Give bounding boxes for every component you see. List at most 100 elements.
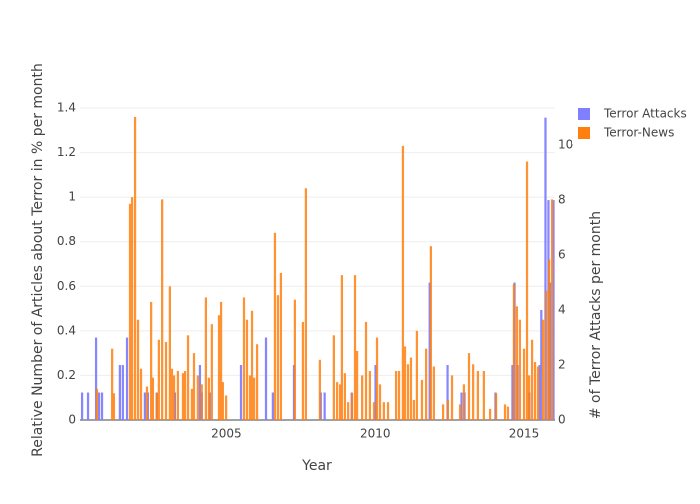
y-tick-label: 1.2 [57,145,76,159]
bar [364,321,368,420]
bar [450,375,454,420]
bar [406,364,410,420]
bar [161,199,164,420]
bar [112,393,116,420]
bar [397,370,401,420]
bar [541,319,545,420]
y2-tick-label: 8 [558,193,566,207]
bar [425,348,428,420]
bar [544,290,548,420]
bar [527,375,531,420]
bar [476,370,480,420]
bar [446,399,449,420]
bar [157,339,160,420]
y2-tick-label: 4 [558,303,566,317]
bar [94,337,98,420]
bar [130,197,134,420]
bar [458,404,462,420]
bar [467,353,471,420]
bar [86,392,90,420]
bar [401,145,405,420]
bar [97,392,101,420]
bar [441,404,445,420]
y-tick-label: 0.8 [57,234,76,248]
bar [271,392,274,420]
bar [533,362,537,420]
bar [547,259,551,420]
bar [219,301,223,420]
bar [350,393,354,420]
bar [252,377,256,420]
bar [210,324,213,420]
bar [273,232,277,420]
bar [80,392,84,420]
y2-tick-label: 6 [558,248,566,262]
bar [168,286,171,420]
bar [207,377,210,420]
y-tick-label: 0.6 [57,279,76,293]
bar [544,117,547,420]
bar [118,365,121,420]
y-axis-title: Relative Number of Articles about Terror… [30,63,46,457]
x-tick-label: 2015 [509,427,540,441]
bar [136,319,140,420]
bar [378,384,382,420]
bar [128,203,132,420]
bar [489,408,492,420]
bar [221,382,224,420]
bar [494,393,498,420]
legend-background [572,102,700,144]
bar [125,337,129,420]
bar [133,116,137,421]
bar [150,301,153,420]
bar [420,379,424,420]
bar [536,366,540,420]
bar [446,365,449,420]
bar [375,337,379,420]
y2-axis-title: # of Terror Attacks per month [588,211,604,419]
bar [198,365,202,420]
bar [415,330,419,420]
bar [525,161,529,420]
bar [143,392,146,420]
bar [121,365,124,420]
bar [462,384,466,420]
bar [242,297,246,420]
bar [155,393,158,420]
bar [264,337,268,420]
bar [386,402,390,420]
bar [164,342,168,420]
bar [432,366,435,420]
bar [139,368,143,420]
bar [181,373,185,420]
bar [368,370,371,420]
bar [145,386,149,420]
bar [204,297,208,420]
bar [506,406,510,420]
bar [347,402,350,420]
bar [512,284,516,420]
bar [323,392,326,420]
bar [550,199,554,420]
bar [515,306,519,420]
bar [412,399,416,420]
bar [225,395,228,420]
bar [186,335,190,420]
legend: Terror Attacks Terror-News [572,102,700,144]
bar [460,392,463,420]
bar [332,335,335,420]
y2-tick-label: 2 [558,358,566,372]
x-axis-title: Year [301,458,332,474]
bar [183,370,187,420]
bar [518,319,521,420]
y-tick-label: 1 [68,190,76,204]
bar [482,370,485,420]
bar [95,388,99,420]
bar [340,275,344,420]
bar [190,388,194,420]
bar [382,402,385,420]
bar [374,365,377,420]
y2-tick-label: 0 [558,413,566,427]
bar [429,246,433,420]
bar [318,359,321,420]
